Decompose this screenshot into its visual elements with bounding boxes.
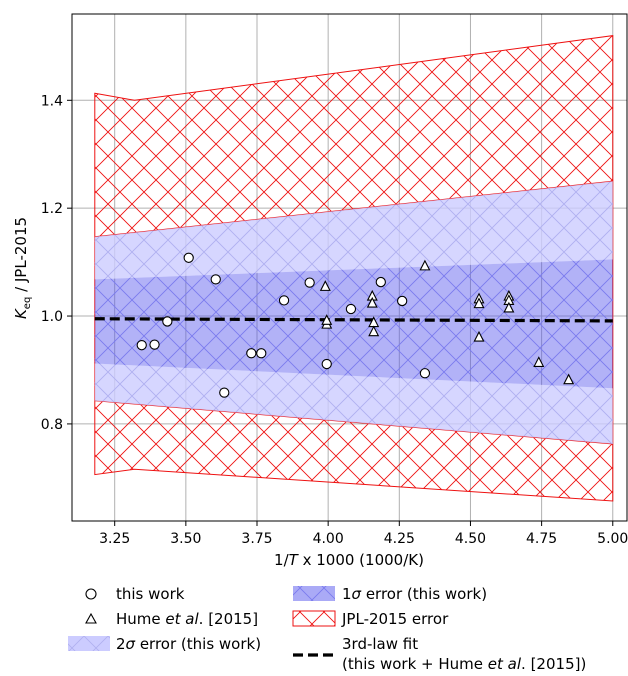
this-work-point	[136, 340, 147, 351]
x-tick-label: 4.75	[526, 531, 557, 547]
one-sigma-hatch	[94, 259, 613, 389]
legend-two-sigma-swatch-hatch	[68, 636, 110, 651]
x-tick-label: 3.25	[99, 531, 130, 547]
this-work-point	[345, 303, 357, 315]
y-tick-label: 1.0	[41, 309, 63, 325]
this-work-point	[162, 316, 173, 327]
legend-label-fit-line-1: 3rd-law fit	[342, 635, 418, 653]
x-axis-ticks: 3.25 3.50 3.75 4.00 4.25 4.50 4.75 5.00	[99, 521, 628, 547]
y-axis-ticks: 0.8 1.0 1.2 1.4	[41, 93, 72, 433]
this-work-point	[375, 276, 386, 288]
x-tick-label: 4.00	[313, 531, 344, 547]
x-tick-label: 4.25	[384, 531, 415, 547]
this-work-point	[219, 387, 230, 398]
plot-frame	[71, 13, 628, 522]
y-axis-label: Keq / JPL-2015	[12, 217, 33, 319]
legend-label-two-sigma: 2σ error (this work)	[116, 635, 261, 653]
hume-point	[563, 373, 575, 385]
legend-label-one-sigma: 1σ error (this work)	[342, 585, 487, 603]
hume-point	[533, 356, 545, 367]
legend-one-sigma-swatch-hatch	[293, 586, 335, 601]
y-tick-label: 0.8	[41, 417, 63, 433]
this-work-point	[304, 277, 315, 288]
hume-point	[368, 325, 380, 337]
legend-label-hume: Hume et al. [2015]	[116, 610, 258, 628]
legend-label-fit-line-2: (this work + Hume et al. [2015])	[342, 655, 586, 673]
error-bands	[94, 35, 614, 502]
legend-label-jpl: JPL-2015 error	[341, 610, 449, 628]
this-work-point	[246, 348, 257, 359]
this-work-point	[210, 274, 221, 285]
hume-point	[319, 280, 331, 291]
this-work-point	[278, 295, 290, 306]
y-tick-label: 1.2	[41, 201, 63, 217]
this-work-point	[149, 339, 160, 350]
hume-point	[366, 296, 378, 308]
x-tick-label: 3.50	[170, 531, 201, 547]
legend-jpl-swatch	[292, 610, 336, 627]
hume-point	[503, 301, 515, 313]
y-tick-label: 1.4	[41, 93, 63, 109]
this-work-point	[321, 358, 332, 370]
two-sigma-hatch	[94, 181, 613, 444]
x-tick-label: 5.00	[597, 531, 628, 547]
data-markers	[136, 252, 575, 398]
legend-circle-marker	[85, 588, 97, 600]
this-work-point	[256, 348, 267, 359]
legend-triangle-marker	[85, 612, 97, 624]
hume-point	[321, 314, 333, 325]
this-work-point	[397, 295, 408, 307]
this-work-point	[419, 368, 431, 379]
legend-label-this-work: this work	[116, 585, 185, 603]
legend: this work Hume et al. [2015] 2σ error (t…	[68, 585, 586, 673]
hume-point	[473, 330, 485, 342]
hume-point	[473, 297, 485, 309]
x-tick-label: 3.75	[241, 531, 272, 547]
x-axis-label: 1/T x 1000 (1000/K)	[274, 551, 424, 569]
x-tick-label: 4.50	[455, 531, 486, 547]
third-law-fit-line	[94, 317, 613, 323]
hume-point	[419, 259, 431, 271]
this-work-point	[183, 252, 194, 263]
